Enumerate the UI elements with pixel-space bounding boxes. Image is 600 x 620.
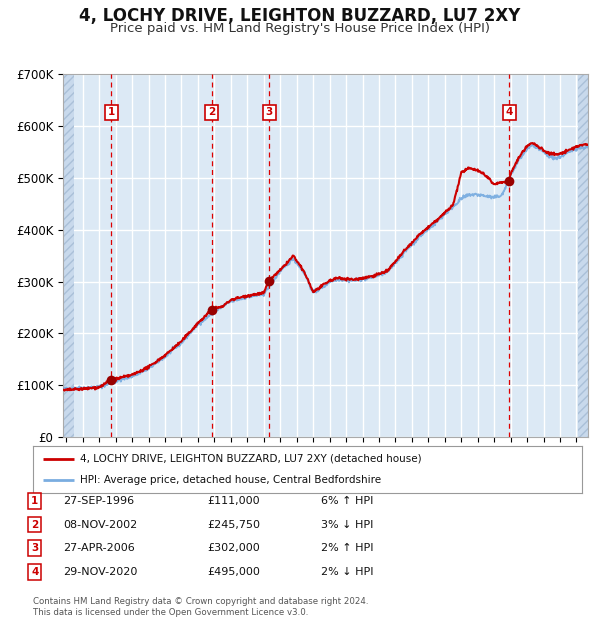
Bar (578, 74, 588, 437)
Text: £245,750: £245,750 (207, 520, 260, 529)
Text: 4: 4 (31, 567, 38, 577)
Text: HPI: Average price, detached house, Central Bedfordshire: HPI: Average price, detached house, Cent… (80, 475, 381, 485)
Text: £495,000: £495,000 (207, 567, 260, 577)
Text: £111,000: £111,000 (207, 496, 260, 506)
Bar (63, 74, 74, 437)
Text: Contains HM Land Registry data © Crown copyright and database right 2024.
This d: Contains HM Land Registry data © Crown c… (33, 598, 368, 617)
Text: 27-SEP-1996: 27-SEP-1996 (63, 496, 134, 506)
Text: 4, LOCHY DRIVE, LEIGHTON BUZZARD, LU7 2XY: 4, LOCHY DRIVE, LEIGHTON BUZZARD, LU7 2X… (79, 7, 521, 25)
Text: 08-NOV-2002: 08-NOV-2002 (63, 520, 137, 529)
Text: 29-NOV-2020: 29-NOV-2020 (63, 567, 137, 577)
Text: 2: 2 (208, 107, 215, 117)
Text: 4: 4 (505, 107, 513, 117)
Text: 2: 2 (31, 520, 38, 529)
Text: 27-APR-2006: 27-APR-2006 (63, 543, 135, 553)
Text: 2% ↑ HPI: 2% ↑ HPI (321, 543, 373, 553)
Text: 4, LOCHY DRIVE, LEIGHTON BUZZARD, LU7 2XY (detached house): 4, LOCHY DRIVE, LEIGHTON BUZZARD, LU7 2X… (80, 453, 421, 464)
Text: 6% ↑ HPI: 6% ↑ HPI (321, 496, 373, 506)
Text: 3: 3 (31, 543, 38, 553)
Text: 1: 1 (31, 496, 38, 506)
Text: 3% ↓ HPI: 3% ↓ HPI (321, 520, 373, 529)
Text: Price paid vs. HM Land Registry's House Price Index (HPI): Price paid vs. HM Land Registry's House … (110, 22, 490, 35)
Text: £302,000: £302,000 (207, 543, 260, 553)
Text: 2% ↓ HPI: 2% ↓ HPI (321, 567, 373, 577)
Text: 1: 1 (108, 107, 115, 117)
Text: 3: 3 (265, 107, 272, 117)
